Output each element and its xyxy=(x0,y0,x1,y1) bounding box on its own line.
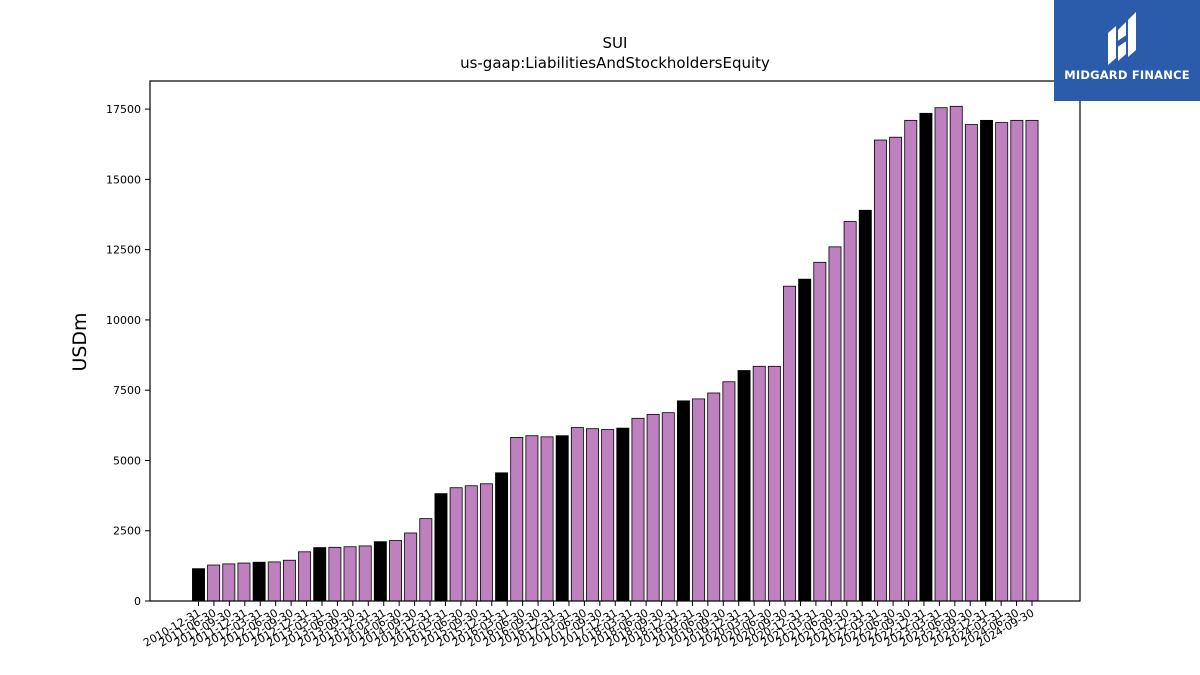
bar-2013-06-30 xyxy=(343,546,357,602)
bar-2022-06-30 xyxy=(889,136,903,602)
bar-2018-03-31 xyxy=(631,417,645,602)
logo-mark-icon xyxy=(1108,12,1136,65)
bar-2020-09-30 xyxy=(783,285,796,602)
bar-2013-12-31 xyxy=(373,541,387,602)
bar-2014-03-31 xyxy=(389,540,402,602)
bar-2012-12-31 xyxy=(313,547,327,602)
y-axis-label: USDm xyxy=(69,312,91,371)
bar-2023-06-30 xyxy=(949,105,963,602)
y-tick-label: 2500 xyxy=(113,525,141,538)
bar-2018-09-30 xyxy=(661,412,675,602)
bar-2012-09-30 xyxy=(298,551,312,602)
bar-2021-12-31 xyxy=(858,209,872,602)
bar-2014-09-30 xyxy=(419,518,433,602)
bar-2021-06-30 xyxy=(828,246,842,602)
bar-2023-09-30 xyxy=(964,124,978,602)
bar-2013-03-31 xyxy=(328,546,342,602)
y-tick-label: 7500 xyxy=(113,384,141,397)
bar-2019-03-31 xyxy=(692,398,706,602)
bars-group xyxy=(192,105,1039,602)
logo-text: MIDGARD FINANCE xyxy=(1064,68,1190,82)
bar-2015-09-30 xyxy=(479,483,493,602)
bar-2023-03-31 xyxy=(934,107,948,602)
bar-2022-03-31 xyxy=(873,139,887,602)
bar-2020-12-31 xyxy=(798,278,812,602)
y-tick-label: 0 xyxy=(134,595,141,608)
bar-2015-06-30 xyxy=(464,485,478,602)
bar-2010-12-31 xyxy=(192,568,205,602)
bar-2016-06-30 xyxy=(525,435,539,602)
bar-2024-06-30 xyxy=(1010,119,1024,602)
bar-2019-12-31 xyxy=(737,370,751,602)
y-tick-label: 12500 xyxy=(106,244,141,257)
bar-2013-09-30 xyxy=(358,545,372,602)
bar-2015-03-31 xyxy=(449,487,463,602)
bar-2017-03-31 xyxy=(570,427,584,602)
bar-2011-03-31 xyxy=(207,564,221,602)
y-tick-label: 17500 xyxy=(106,103,141,116)
bar-2017-09-30 xyxy=(601,429,615,602)
plot-frame xyxy=(149,80,1081,602)
bar-2019-06-30 xyxy=(707,392,721,602)
x-ticks-group: 2010-12-312011-06-302011-09-302011-12-31… xyxy=(141,601,1037,650)
bar-2015-12-31 xyxy=(495,472,509,602)
bar-2017-12-31 xyxy=(616,427,630,602)
bar-2021-09-30 xyxy=(843,221,857,602)
y-tick-label: 15000 xyxy=(106,173,141,186)
bar-2016-09-30 xyxy=(540,436,554,602)
bar-2019-09-30 xyxy=(722,381,736,602)
bar-2024-09-30 xyxy=(1025,119,1039,602)
bar-2016-03-31 xyxy=(510,437,524,602)
bar-2022-09-30 xyxy=(904,119,918,602)
bar-2018-12-31 xyxy=(676,400,690,602)
bar-2020-03-31 xyxy=(752,365,766,602)
bar-2017-06-30 xyxy=(586,428,599,602)
chart-subtitle: us-gaap:LiabilitiesAndStockholdersEquity xyxy=(460,54,770,72)
chart-title: SUI xyxy=(603,34,628,52)
midgard-finance-logo: MIDGARD FINANCE xyxy=(1054,0,1200,101)
bar-2023-12-31 xyxy=(980,119,993,602)
bar-2022-12-31 xyxy=(919,112,933,602)
bar-2024-03-31 xyxy=(995,122,1009,602)
y-tick-label: 5000 xyxy=(113,454,141,467)
bar-2011-09-30 xyxy=(237,562,251,602)
bar-2018-06-30 xyxy=(646,413,660,602)
bar-2016-12-31 xyxy=(555,435,569,602)
bar-2011-12-31 xyxy=(252,561,266,602)
bar-2020-06-30 xyxy=(767,365,781,602)
y-ticks-group: 0 2500 5000 7500 10000 12500 15000 17500 xyxy=(106,103,150,608)
y-tick-label: 10000 xyxy=(106,314,141,327)
bar-2014-06-30 xyxy=(404,532,418,602)
bar-2011-06-30 xyxy=(222,563,236,602)
bar-2014-12-31 xyxy=(434,493,448,602)
bar-2021-03-31 xyxy=(813,261,827,602)
bar-2012-06-30 xyxy=(282,559,296,602)
bar-2012-03-31 xyxy=(267,561,281,602)
